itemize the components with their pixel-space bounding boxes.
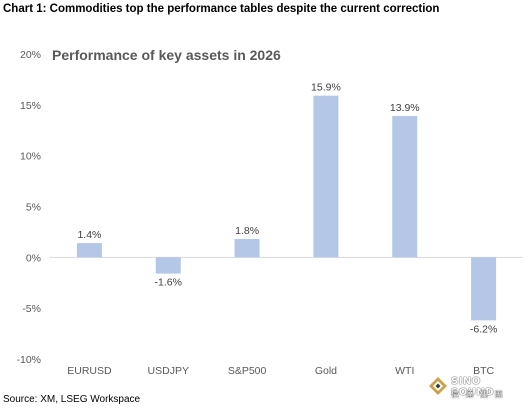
y-tick-label: 15% [20,100,41,112]
x-tick-label: EURUSD [67,365,112,377]
chart-title: Performance of key assets in 2026 [52,47,281,63]
data-label: -6.2% [470,323,497,335]
bar-btc [471,257,497,321]
x-tick-label: WTI [395,365,414,377]
data-label: 1.4% [77,229,101,241]
data-label: 13.9% [390,102,420,114]
bar-sp500 [234,239,260,258]
figure-caption: Chart 1: Commodities top the performance… [3,3,440,15]
bar-usdjpy [155,257,181,274]
x-tick-label: Gold [315,365,337,377]
y-tick-label: -5% [22,303,41,315]
y-tick-label: 20% [20,49,41,61]
bar-chart: -10% -5% 0% 5% 10% 15% 20% 1.4% EURUSD -1.6% USDJP… [16,49,523,377]
data-label: 1.8% [235,225,259,237]
chart-area: Performance of key assets in 2026 -10% -5… [3,18,525,388]
data-label: -1.6% [155,277,182,289]
bar-eurusd [76,243,102,258]
logo-subtext: 信 達 集 團 [451,390,505,399]
y-tick-label: -10% [16,354,41,366]
y-tick-label: 5% [26,202,41,214]
y-tick-label: 0% [26,252,41,264]
data-label: 15.9% [311,82,341,94]
y-tick-label: 10% [20,151,41,163]
bar-gold [313,95,339,258]
logo-text: SINO SOUND [451,376,494,398]
x-tick-label: BTC [473,365,494,377]
source-note: Source: XM, LSEG Workspace [3,394,141,405]
sino-sound-logo: SINO SOUND 信 達 集 團 [428,374,524,404]
logo-mark-icon [429,377,447,395]
bar-wti [392,116,418,258]
x-tick-label: USDJPY [148,365,189,377]
x-tick-label: S&P500 [228,365,267,377]
